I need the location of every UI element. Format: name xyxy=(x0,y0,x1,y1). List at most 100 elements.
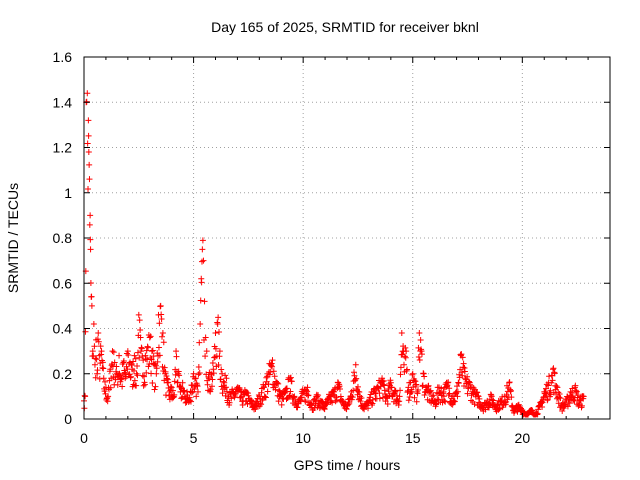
data-point xyxy=(402,344,409,351)
data-point xyxy=(446,390,453,397)
data-point xyxy=(438,385,445,392)
data-point xyxy=(152,383,159,390)
data-point xyxy=(461,368,468,375)
data-point xyxy=(97,343,104,350)
data-point xyxy=(226,399,233,406)
data-point xyxy=(408,389,415,396)
data-point xyxy=(144,344,151,351)
data-point xyxy=(278,401,285,408)
data-points xyxy=(81,90,587,418)
data-point xyxy=(147,333,154,340)
data-point xyxy=(270,368,277,375)
data-point xyxy=(187,397,194,404)
data-point xyxy=(94,336,101,343)
data-point xyxy=(102,378,109,385)
data-point xyxy=(352,376,359,383)
data-point xyxy=(400,361,407,368)
data-point xyxy=(543,385,550,392)
data-point xyxy=(118,375,125,382)
data-point xyxy=(562,402,569,409)
data-point xyxy=(105,393,112,400)
data-point xyxy=(158,315,165,322)
chart-title: Day 165 of 2025, SRMTID for receiver bkn… xyxy=(211,19,479,35)
data-point xyxy=(212,345,219,352)
data-point xyxy=(205,375,212,382)
data-point xyxy=(216,348,223,355)
data-point xyxy=(442,398,449,405)
data-point xyxy=(557,395,564,402)
data-point xyxy=(171,378,178,385)
data-point xyxy=(156,352,163,359)
data-point xyxy=(464,373,471,380)
data-point xyxy=(143,347,150,354)
data-point xyxy=(125,352,132,359)
data-point xyxy=(291,393,298,400)
data-point xyxy=(333,397,340,404)
data-point xyxy=(286,392,293,399)
data-point xyxy=(96,375,103,382)
data-point xyxy=(202,334,209,341)
data-point xyxy=(151,386,158,393)
data-point xyxy=(107,384,114,391)
data-point xyxy=(107,366,114,373)
data-point xyxy=(471,401,478,408)
data-point xyxy=(445,379,452,386)
data-point xyxy=(176,372,183,379)
data-point xyxy=(446,385,453,392)
data-point xyxy=(132,355,139,362)
data-point xyxy=(459,372,466,379)
data-point xyxy=(197,297,204,304)
data-point xyxy=(451,398,458,405)
data-point xyxy=(169,387,176,394)
data-point xyxy=(385,388,392,395)
data-point xyxy=(416,330,423,337)
data-point xyxy=(569,385,576,392)
data-point xyxy=(192,375,199,382)
x-tick-label: 5 xyxy=(190,430,198,446)
data-point xyxy=(146,360,153,367)
data-point xyxy=(95,338,102,345)
data-point xyxy=(262,393,269,400)
data-point xyxy=(173,353,180,360)
x-tick-label: 15 xyxy=(405,430,421,446)
data-point xyxy=(311,405,318,412)
data-point xyxy=(397,387,404,394)
data-point xyxy=(356,389,363,396)
data-point xyxy=(326,393,333,400)
data-point xyxy=(154,358,161,365)
data-point xyxy=(148,370,155,377)
data-point xyxy=(425,382,432,389)
data-point xyxy=(156,320,163,327)
data-point xyxy=(551,370,558,377)
data-point xyxy=(415,386,422,393)
data-point xyxy=(114,381,121,388)
data-point xyxy=(87,246,94,253)
data-point xyxy=(256,393,263,400)
y-tick-label: 0.4 xyxy=(53,321,73,337)
data-point xyxy=(459,354,466,361)
data-point xyxy=(149,347,156,354)
data-point xyxy=(508,394,515,401)
axis-ticks xyxy=(83,56,610,420)
data-point xyxy=(427,387,434,394)
tick-labels: 0 5 10 15 20 0 0.2 0.4 0.6 0.8 1 1.2 1.4 1.6 xyxy=(53,49,531,446)
data-point xyxy=(384,400,391,407)
data-point xyxy=(486,401,493,408)
data-point xyxy=(84,140,91,147)
data-point xyxy=(274,379,281,386)
data-point xyxy=(198,279,205,286)
data-point xyxy=(141,381,148,388)
data-point xyxy=(134,363,141,370)
data-point xyxy=(567,388,574,395)
data-point xyxy=(305,392,312,399)
data-point xyxy=(454,383,461,390)
data-point xyxy=(219,370,226,377)
data-point xyxy=(349,394,356,401)
data-point xyxy=(203,348,210,355)
data-point xyxy=(99,359,106,366)
data-point xyxy=(177,384,184,391)
data-point xyxy=(556,390,563,397)
data-point xyxy=(269,363,276,370)
data-point xyxy=(353,375,360,382)
data-point xyxy=(83,98,90,105)
